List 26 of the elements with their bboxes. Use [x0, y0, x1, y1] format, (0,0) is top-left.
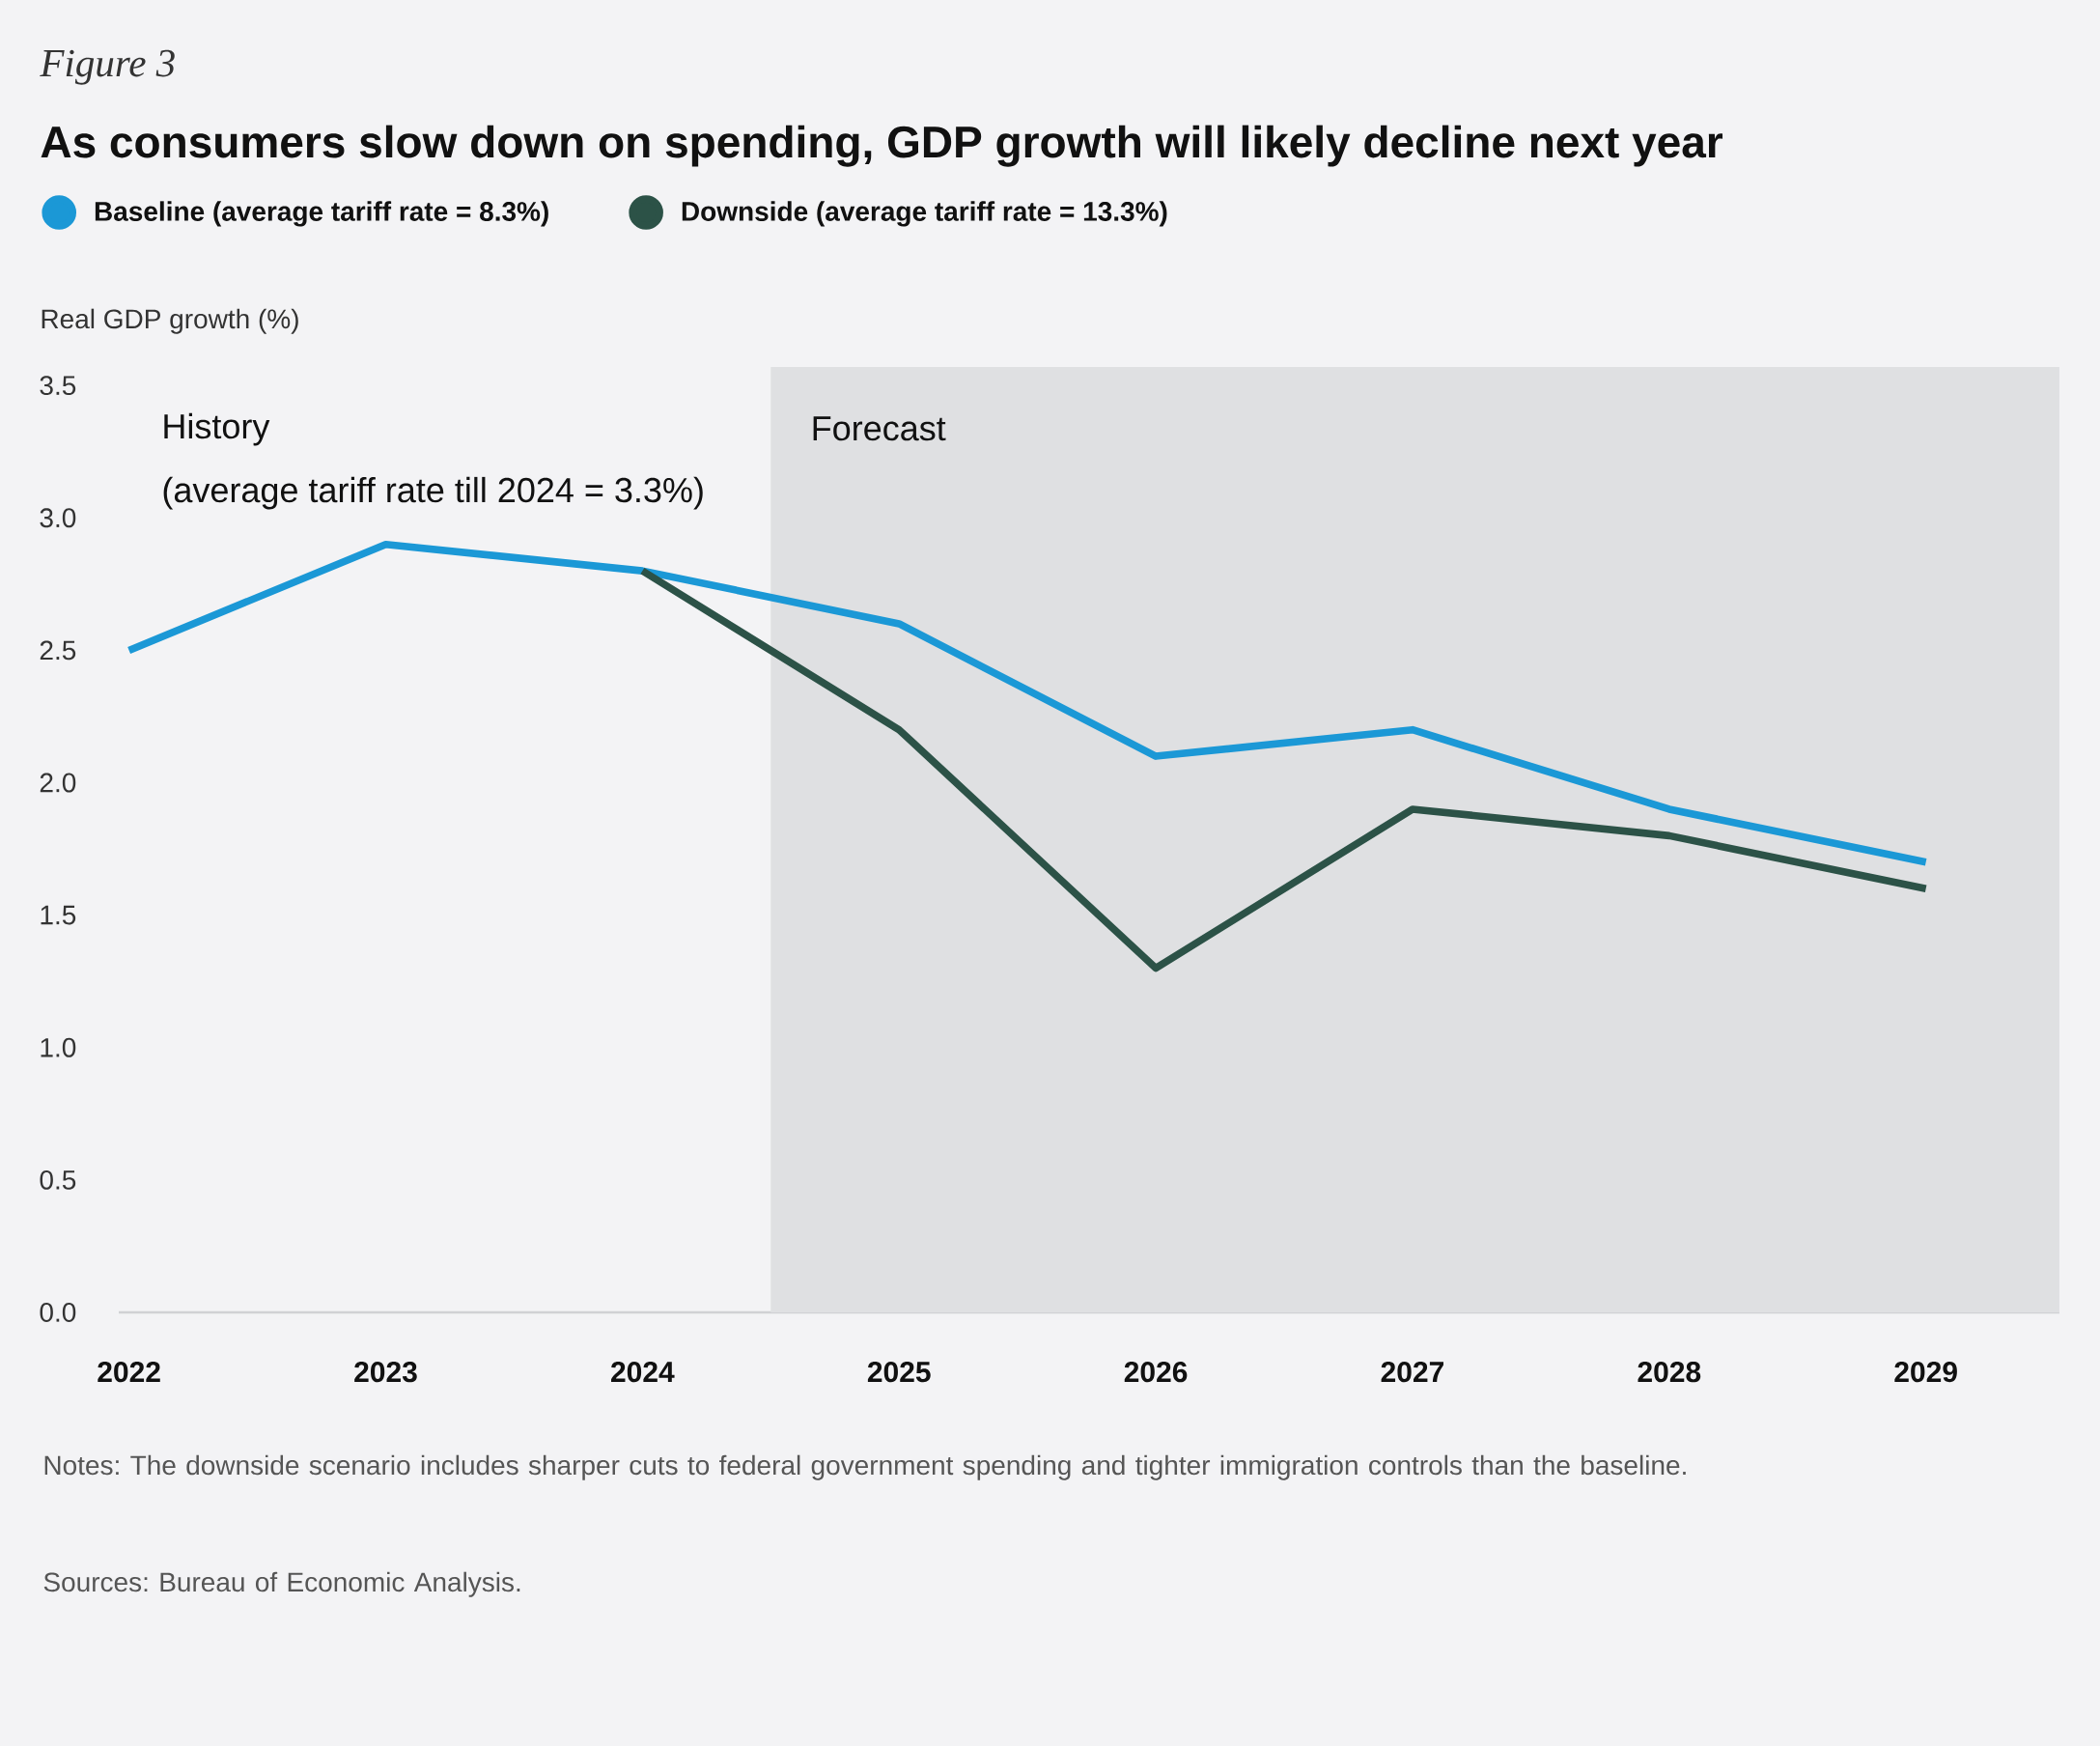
y-tick-label: 3.0 — [40, 508, 76, 528]
y-axis-title: Real GDP growth (%) — [42, 308, 298, 334]
caption: Figure 3 — [40, 49, 175, 85]
x-tick-label: 2027 — [1381, 1362, 1443, 1383]
y-tick-label: 1.0 — [41, 1037, 76, 1057]
band-label: Forecast — [813, 416, 946, 441]
chart-title: As consumers slow down on spending, GDP growth will likely decline next year — [41, 125, 1723, 167]
legend-label: Downside (average tariff rate = 13.3%) — [682, 201, 1167, 227]
x-tick-label: 2024 — [611, 1362, 675, 1383]
x-tick-label: 2025 — [867, 1362, 931, 1383]
x-tick-label: 2028 — [1638, 1362, 1701, 1383]
y-tick-label: 1.5 — [41, 905, 76, 925]
y-tick-label: 3.5 — [40, 376, 76, 396]
x-tick-label: 2026 — [1124, 1362, 1188, 1383]
annotation: History — [164, 412, 270, 446]
x-tick-label: 2029 — [1894, 1362, 1957, 1383]
x-tick-label: 2023 — [354, 1362, 417, 1383]
y-tick-label: 0.0 — [40, 1303, 76, 1322]
x-tick-label: 2022 — [98, 1362, 160, 1383]
text: Notes: The downside scenario includes sharper cuts to federal government spending and tighter immigration controls than the baseline. — [44, 1454, 1686, 1480]
y-tick-label: 2.5 — [40, 640, 76, 661]
y-tick-label: 0.5 — [40, 1169, 76, 1190]
source-note: Sources: Bureau of Economic Analysis. — [43, 1571, 520, 1597]
legend-label: Baseline (average tariff rate = 8.3%) — [95, 201, 548, 227]
annotation: (average tariff rate till 2024 = 3.3%) — [163, 476, 703, 510]
y-tick-label: 2.0 — [40, 773, 76, 793]
